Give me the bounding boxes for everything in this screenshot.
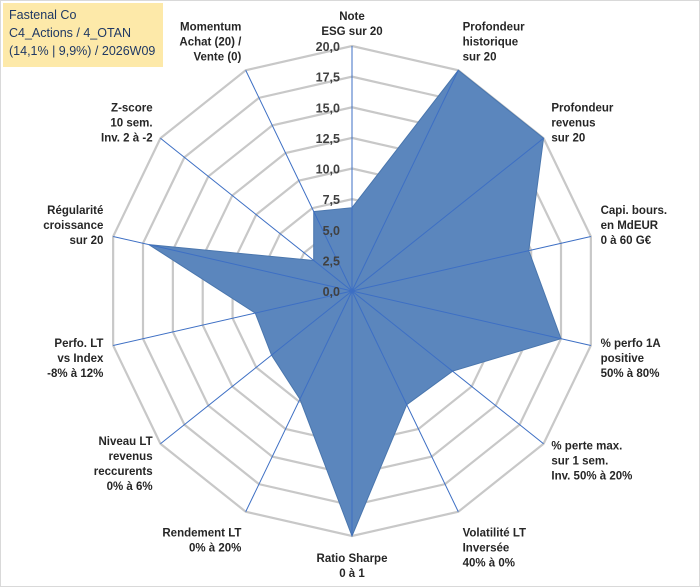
- axis-spoke: [245, 290, 353, 512]
- axis-label-line: Volatilité LT: [463, 528, 526, 540]
- radial-tick-label: 2,5: [323, 254, 340, 268]
- axis-label-line: Rendement LT: [162, 528, 241, 540]
- axis-spoke: [245, 70, 353, 292]
- axis-spoke: [160, 137, 353, 292]
- axis-label-line: Inv. 50% à 20%: [551, 470, 632, 482]
- axis-label-line: ESG sur 20: [321, 26, 382, 38]
- axis-label-line: sur 1 sem.: [551, 455, 608, 467]
- radial-tick-label: 7,5: [323, 193, 340, 207]
- company-name: Fastenal Co: [9, 8, 77, 22]
- axis-label-line: 50% à 80%: [601, 368, 660, 380]
- radial-tick-label: 12,5: [316, 132, 340, 146]
- radial-tick-label: 20,0: [316, 40, 340, 54]
- axis-label: Niveau LT revenus reccurents 0% à 6%: [94, 436, 153, 493]
- axis-label-line: 0 à 60 G€: [601, 235, 652, 247]
- axis-label-line: Achat (20) /: [179, 36, 242, 48]
- axis-label: Rendement LT 0% à 20%: [162, 528, 241, 555]
- radial-tick-label: 17,5: [316, 71, 340, 85]
- axis-label-line: % perfo 1A: [601, 338, 661, 350]
- axis-label-line: Niveau LT: [98, 436, 152, 448]
- axis-label: Perfo. LT vs Index -8% à 12%: [47, 338, 104, 380]
- axis-label-line: en MdEUR: [601, 220, 659, 232]
- axis-spoke: [351, 137, 544, 292]
- axis-spoke: [351, 70, 459, 292]
- axis-label: % perfo 1A positive 50% à 80%: [601, 338, 661, 380]
- axis-label: % perte max. sur 1 sem. Inv. 50% à 20%: [551, 440, 632, 482]
- axis-spoke: [113, 235, 353, 292]
- axis-label-line: 0% à 6%: [107, 481, 153, 493]
- axis-label-line: Inversée: [463, 543, 510, 555]
- axis-label: Capi. bours. en MdEUR 0 à 60 G€: [601, 205, 667, 247]
- axis-label-line: 10 sem.: [110, 118, 152, 130]
- series-area: [148, 69, 562, 538]
- portfolio-label: C4_Actions / 4_OTAN: [9, 26, 132, 40]
- axis-label: Momentum Achat (20) / Vente (0): [179, 21, 242, 63]
- axis-spoke: [351, 290, 591, 347]
- axis-label: Profondeur historique sur 20: [463, 21, 525, 63]
- axis-label: Z-score 10 sem. Inv. 2 à -2: [101, 103, 153, 145]
- axis-label-line: Vente (0): [193, 51, 241, 63]
- axis-label-line: sur 20: [463, 51, 497, 63]
- axis-spoke: [160, 290, 353, 445]
- axis-label: Régularité croissance sur 20: [43, 205, 103, 247]
- axis-label-line: Momentum: [180, 21, 241, 33]
- radial-tick-label: 0,0: [323, 285, 340, 299]
- axis-label-line: Z-score: [111, 103, 153, 115]
- axis-label-line: -8% à 12%: [47, 368, 103, 380]
- axis-label-line: 0% à 20%: [189, 543, 241, 555]
- radial-tick-label: 5,0: [323, 224, 340, 238]
- axis-label-line: Profondeur: [551, 103, 613, 115]
- axis-label-line: % perte max.: [551, 440, 622, 452]
- axis-label-line: historique: [463, 36, 519, 48]
- axis-label: Volatilité LT Inversée 40% à 0%: [463, 528, 526, 570]
- axis-spoke: [351, 290, 459, 512]
- axis-label-line: Profondeur: [463, 21, 525, 33]
- axis-label: Profondeur revenus sur 20: [551, 103, 613, 145]
- axis-label-line: positive: [601, 353, 644, 365]
- axis-label-line: croissance: [43, 220, 103, 232]
- axis-label-line: Régularité: [47, 205, 103, 217]
- axis-label: Ratio Sharpe 0 à 1: [317, 553, 388, 580]
- axis-label-line: Perfo. LT: [54, 338, 103, 350]
- axis-spoke: [351, 235, 591, 292]
- axis-label-line: revenus: [551, 118, 595, 130]
- axis-label-line: Note: [339, 11, 365, 23]
- title-box: Fastenal Co C4_Actions / 4_OTAN (14,1% |…: [3, 3, 163, 67]
- axis-label-line: Ratio Sharpe: [317, 553, 388, 565]
- axis-label-line: 0 à 1: [339, 568, 365, 580]
- radial-tick-label: 10,0: [316, 163, 340, 177]
- axis-spoke: [113, 290, 353, 347]
- axis-label-line: reccurents: [94, 466, 153, 478]
- axis-label-line: revenus: [108, 451, 152, 463]
- radial-tick-label: 15,0: [316, 101, 340, 115]
- performance-week: (14,1% | 9,9%) / 2026W09: [9, 44, 156, 58]
- axis-label-line: vs Index: [57, 353, 104, 365]
- axis-label: Note ESG sur 20: [321, 11, 382, 38]
- axis-label-line: Capi. bours.: [601, 205, 667, 217]
- axis-label-line: Inv. 2 à -2: [101, 133, 153, 145]
- axis-label-line: sur 20: [70, 235, 104, 247]
- axis-spoke: [351, 290, 544, 445]
- axis-label-line: 40% à 0%: [463, 558, 515, 570]
- axis-label-line: sur 20: [551, 133, 585, 145]
